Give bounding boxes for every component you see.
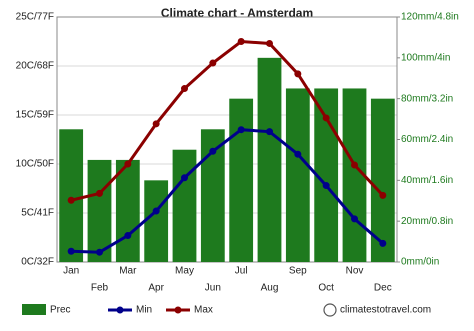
- line: [71, 128, 384, 254]
- point: [294, 150, 302, 158]
- y2-tick-label: 80mm/3.2in: [401, 93, 453, 104]
- point: [124, 160, 132, 168]
- legend-swatch-dot: [116, 306, 124, 314]
- y-tick-label: 15C/59F: [16, 110, 54, 121]
- x-tick-label: Jun: [205, 283, 221, 294]
- point: [96, 248, 103, 256]
- point: [266, 128, 273, 136]
- watermark-icon: [323, 303, 337, 317]
- legend-label: Max: [194, 305, 213, 316]
- bar: [59, 129, 84, 262]
- plot-frame: [56, 16, 398, 263]
- y2-tick-label: 40mm/1.6in: [401, 175, 453, 186]
- x-tick-label: Jan: [63, 266, 79, 277]
- point: [237, 126, 245, 134]
- point: [322, 182, 330, 190]
- legend-label: Min: [136, 305, 152, 316]
- bar: [314, 88, 339, 262]
- x-tick-label: May: [175, 266, 194, 277]
- point: [96, 189, 103, 197]
- y2-tick-label: 120mm/4.8in: [401, 12, 459, 23]
- y-tick-label: 20C/68F: [16, 61, 54, 72]
- y2-tick-label: 20mm/0.8in: [401, 216, 453, 227]
- point: [294, 70, 302, 78]
- watermark: climatestotravel.com: [340, 305, 431, 316]
- bar: [200, 129, 225, 262]
- point: [152, 207, 160, 215]
- x-tick-label: Dec: [374, 283, 392, 294]
- y2-tick-label: 60mm/2.4in: [401, 134, 453, 145]
- bar: [370, 98, 395, 263]
- bar: [229, 98, 254, 263]
- legend-swatch-dot: [174, 306, 182, 314]
- y2-tick-label: 100mm/4in: [401, 52, 450, 63]
- bar: [115, 159, 140, 262]
- y2-tick-label: 0mm/0in: [401, 257, 439, 268]
- point: [237, 38, 245, 45]
- legend-swatch: [22, 304, 46, 315]
- bar: [172, 149, 197, 262]
- y-tick-label: 5C/41F: [21, 208, 54, 219]
- point: [181, 174, 188, 182]
- point: [124, 232, 132, 240]
- x-tick-label: Feb: [91, 283, 109, 294]
- point: [266, 39, 273, 47]
- point: [351, 215, 358, 223]
- point: [181, 85, 188, 93]
- point: [322, 114, 330, 122]
- bar: [285, 88, 310, 262]
- point: [67, 247, 75, 255]
- bar: [144, 180, 169, 262]
- point: [152, 120, 160, 128]
- point: [67, 196, 75, 204]
- x-tick-label: Jul: [235, 266, 248, 277]
- point: [379, 191, 387, 199]
- chart-title: Climate chart - Amsterdam: [161, 6, 313, 20]
- x-tick-label: Nov: [346, 266, 364, 277]
- x-tick-label: Oct: [318, 283, 334, 294]
- x-tick-label: Sep: [289, 266, 307, 277]
- line: [70, 39, 384, 202]
- y-tick-label: 10C/50F: [16, 159, 54, 170]
- y-tick-label: 0C/32F: [21, 257, 54, 268]
- point: [209, 59, 217, 67]
- point: [351, 161, 358, 169]
- bar: [257, 57, 282, 263]
- point: [209, 147, 217, 155]
- legend-label: Prec: [50, 305, 71, 316]
- x-tick-label: Mar: [119, 266, 137, 277]
- point: [379, 239, 387, 247]
- x-tick-label: Apr: [148, 283, 164, 294]
- x-tick-label: Aug: [261, 283, 279, 294]
- bar: [342, 88, 367, 262]
- y-tick-label: 25C/77F: [16, 12, 54, 23]
